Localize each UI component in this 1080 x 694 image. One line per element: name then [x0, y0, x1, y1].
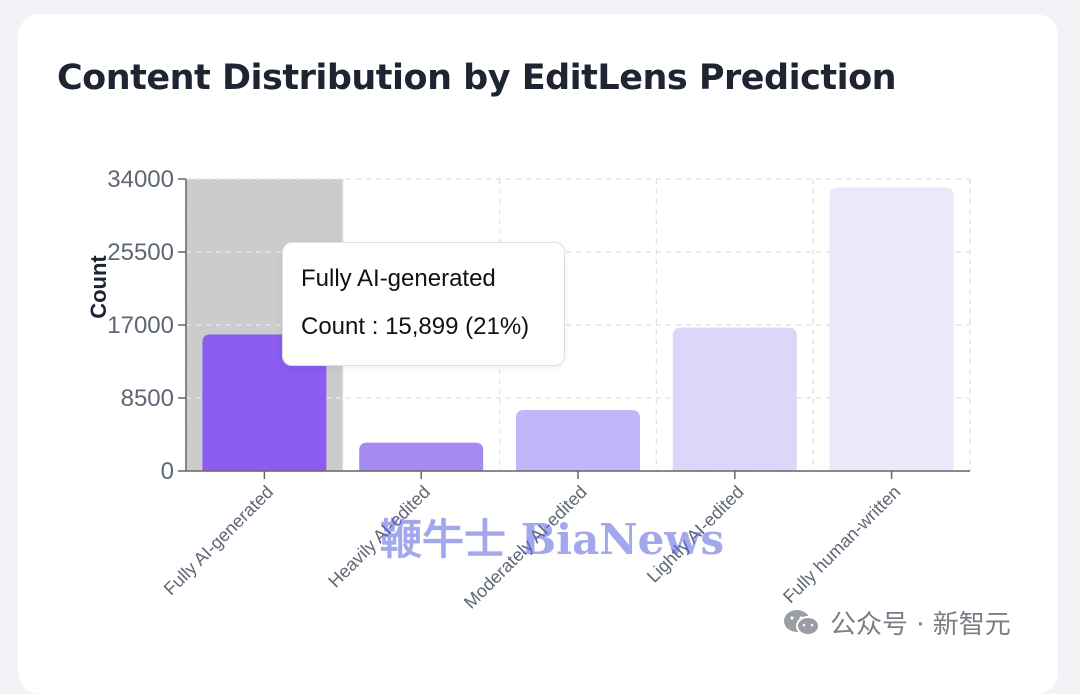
- bar: [672, 327, 797, 471]
- y-tick-label: 8500: [121, 385, 174, 412]
- y-tick-label: 34000: [107, 166, 174, 193]
- y-axis-title: Count: [86, 255, 111, 319]
- bar: [516, 410, 640, 471]
- y-tick-label: 17000: [107, 312, 174, 339]
- bar: [829, 187, 954, 471]
- tooltip-value-row: Count : 15,899 (21%): [301, 313, 530, 340]
- wechat-icon: [784, 609, 820, 636]
- bar: [359, 442, 484, 471]
- chart-tooltip: Fully AI-generated Count : 15,899 (21%): [282, 242, 565, 366]
- tooltip-value: 15,899 (21%): [385, 313, 530, 340]
- tooltip-category: Fully AI-generated: [301, 265, 496, 292]
- source-credit: 公众号 · 新智元: [782, 604, 1011, 641]
- chart-title: Content Distribution by EditLens Predict…: [57, 58, 897, 98]
- source-text: 公众号 · 新智元: [830, 610, 1011, 640]
- watermark: 鞭牛士 BiaNews: [380, 515, 725, 564]
- y-tick-label: 0: [161, 458, 174, 485]
- tooltip-label: Count: [301, 313, 366, 340]
- x-tick-label: Fully human-written: [779, 482, 904, 607]
- x-tick-label: Fully AI-generated: [160, 482, 277, 599]
- bar: [202, 334, 327, 471]
- y-tick-label: 25500: [107, 239, 174, 266]
